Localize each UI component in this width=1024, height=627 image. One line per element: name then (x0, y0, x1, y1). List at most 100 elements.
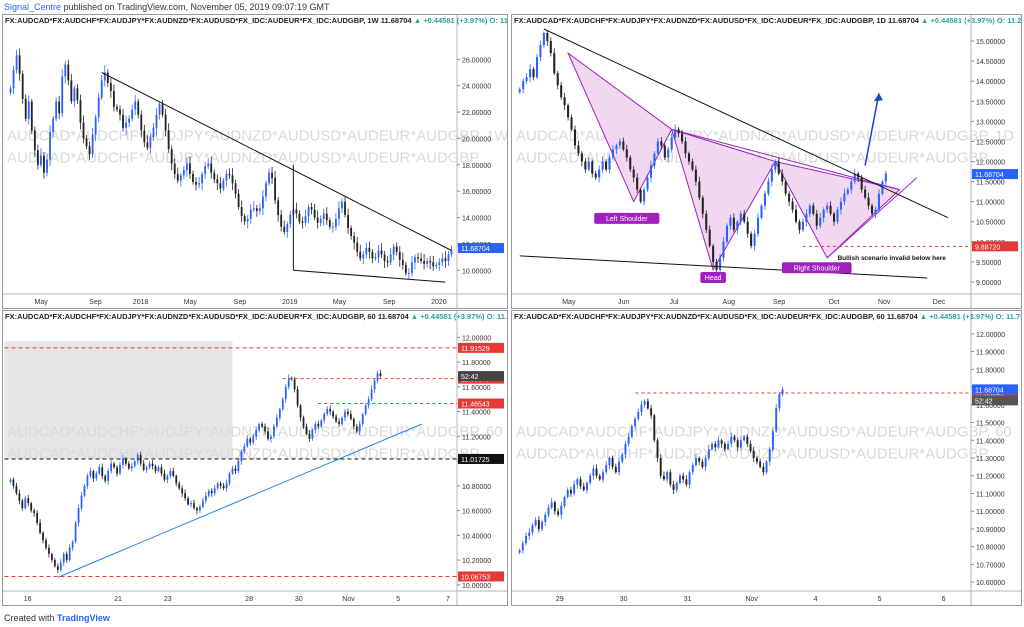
author-name[interactable]: Signal_Centre (4, 2, 62, 12)
panel-title: FX:AUDCAD*FX:AUDCHF*FX:AUDJPY*FX:AUDNZD*… (5, 312, 508, 321)
candle-body (760, 205, 763, 218)
candle-body (264, 426, 266, 432)
candle-body (567, 105, 570, 118)
candle-body (563, 97, 566, 106)
candle-body (136, 454, 139, 462)
hs-left-badge (594, 212, 660, 224)
candle-body (258, 423, 261, 431)
candle-body (733, 436, 736, 441)
candle-body (307, 206, 310, 217)
candle-body (640, 404, 643, 412)
x-tick-label: Nov (878, 299, 891, 306)
candle-body (404, 264, 407, 273)
candle-body (198, 183, 200, 185)
candle-body (249, 209, 252, 219)
chart-panel-hourly-right[interactable]: AUDCAD*AUDCHF*AUDJPY*AUDNZD*AUDUSD*AUDEU… (511, 310, 1022, 606)
candle-body (762, 466, 765, 473)
panel-title: FX:AUDCAD*FX:AUDCHF*FX:AUDJPY*FX:AUDNZD*… (514, 312, 1021, 321)
candle-body (301, 221, 304, 223)
candle-body (438, 262, 441, 265)
y-tick-label: 10.50000 (976, 220, 1005, 227)
chart-panel-weekly[interactable]: AUDCAD*AUDCHF*AUDJPY*AUDNZD*AUDUSD*AUDEU… (2, 14, 508, 309)
candle-body (591, 161, 594, 174)
candle-body (722, 241, 725, 258)
candle-body (759, 461, 762, 467)
candle-body (151, 463, 154, 467)
candle-body (352, 419, 355, 427)
candle-body (158, 104, 161, 115)
candle-body (589, 475, 592, 483)
candle-body (832, 213, 836, 222)
candle-body (392, 246, 395, 255)
candle-body (688, 472, 691, 485)
candle-body (398, 251, 401, 260)
candle-body (170, 148, 173, 164)
publish-info: published on TradingView.com, November 0… (63, 2, 330, 12)
chart-panel-daily[interactable]: AUDCAD*AUDCHF*AUDJPY*AUDNZD*AUDUSD*AUDEU… (511, 14, 1022, 309)
candle-body (707, 449, 710, 458)
y-tick-label: 11.40000 (462, 410, 491, 417)
candle-body (826, 205, 829, 210)
candle-body (805, 213, 808, 222)
candle-body (85, 138, 88, 147)
y-tick-label: 11.40000 (976, 438, 1005, 445)
candle-body (182, 170, 185, 176)
level-tag (458, 571, 504, 582)
candle-body (289, 214, 292, 225)
candle-body (694, 169, 697, 182)
current-price-tag (972, 169, 1018, 180)
candle-body (772, 431, 774, 450)
y-tick-label: 12.00000 (462, 335, 491, 342)
y-tick-label: 11.60000 (462, 385, 491, 392)
x-tick-label: May (35, 299, 49, 306)
candle-body (573, 484, 576, 494)
candle-body (417, 257, 419, 259)
candle-body (743, 213, 746, 222)
candle-body (605, 161, 608, 170)
candle-body (770, 169, 773, 182)
candle-body (53, 560, 56, 567)
candle-body (67, 64, 70, 81)
x-tick-label: 2018 (133, 299, 149, 306)
candle-body (420, 258, 422, 262)
scenario-note: Bullish scenario invalid below here (837, 255, 946, 262)
y-tick-label: 10.70000 (976, 562, 1005, 569)
y-tick-label: 10.80000 (976, 545, 1005, 552)
candle-body (663, 145, 666, 158)
candle-body (30, 503, 33, 511)
footer: Created with TradingView (4, 610, 110, 626)
candle-body (302, 417, 305, 427)
candle-body (675, 482, 678, 490)
candle-body (110, 463, 113, 471)
candle-body (723, 443, 726, 450)
wedge-line (826, 177, 918, 259)
candle-body (518, 550, 521, 553)
candle-body (119, 464, 121, 474)
candle-body (172, 470, 175, 476)
candle-body (356, 242, 359, 252)
publish-header: Signal_Centre published on TradingView.c… (0, 0, 1024, 14)
chart-panel-hourly-left[interactable]: AUDCAD*AUDCHF*AUDJPY*AUDNZD*AUDUSD*AUDEU… (2, 310, 508, 606)
candle-body (73, 88, 76, 102)
x-tick-label: Sep (89, 299, 102, 306)
candle-body (667, 149, 670, 158)
candle-body (386, 261, 389, 263)
tradingview-logo[interactable]: TradingView (57, 613, 110, 623)
candle-body (231, 175, 234, 184)
candle-body (730, 436, 733, 444)
candle-body (296, 389, 299, 406)
candle-body (201, 500, 204, 507)
candle-body (521, 543, 524, 551)
candle-body (553, 502, 556, 512)
candle-body (51, 553, 53, 561)
candle-body (767, 181, 770, 194)
candle-body (231, 468, 234, 474)
candle-body (305, 426, 308, 434)
candle-body (853, 173, 856, 182)
level-tag (458, 453, 504, 464)
candle-body (30, 101, 33, 131)
chart-canvas: AUDCAD*AUDCHF*AUDJPY*AUDNZD*AUDUSD*AUDEU… (3, 15, 507, 308)
candle-body (429, 261, 432, 263)
candle-body (18, 493, 21, 501)
candle-body (46, 159, 48, 173)
